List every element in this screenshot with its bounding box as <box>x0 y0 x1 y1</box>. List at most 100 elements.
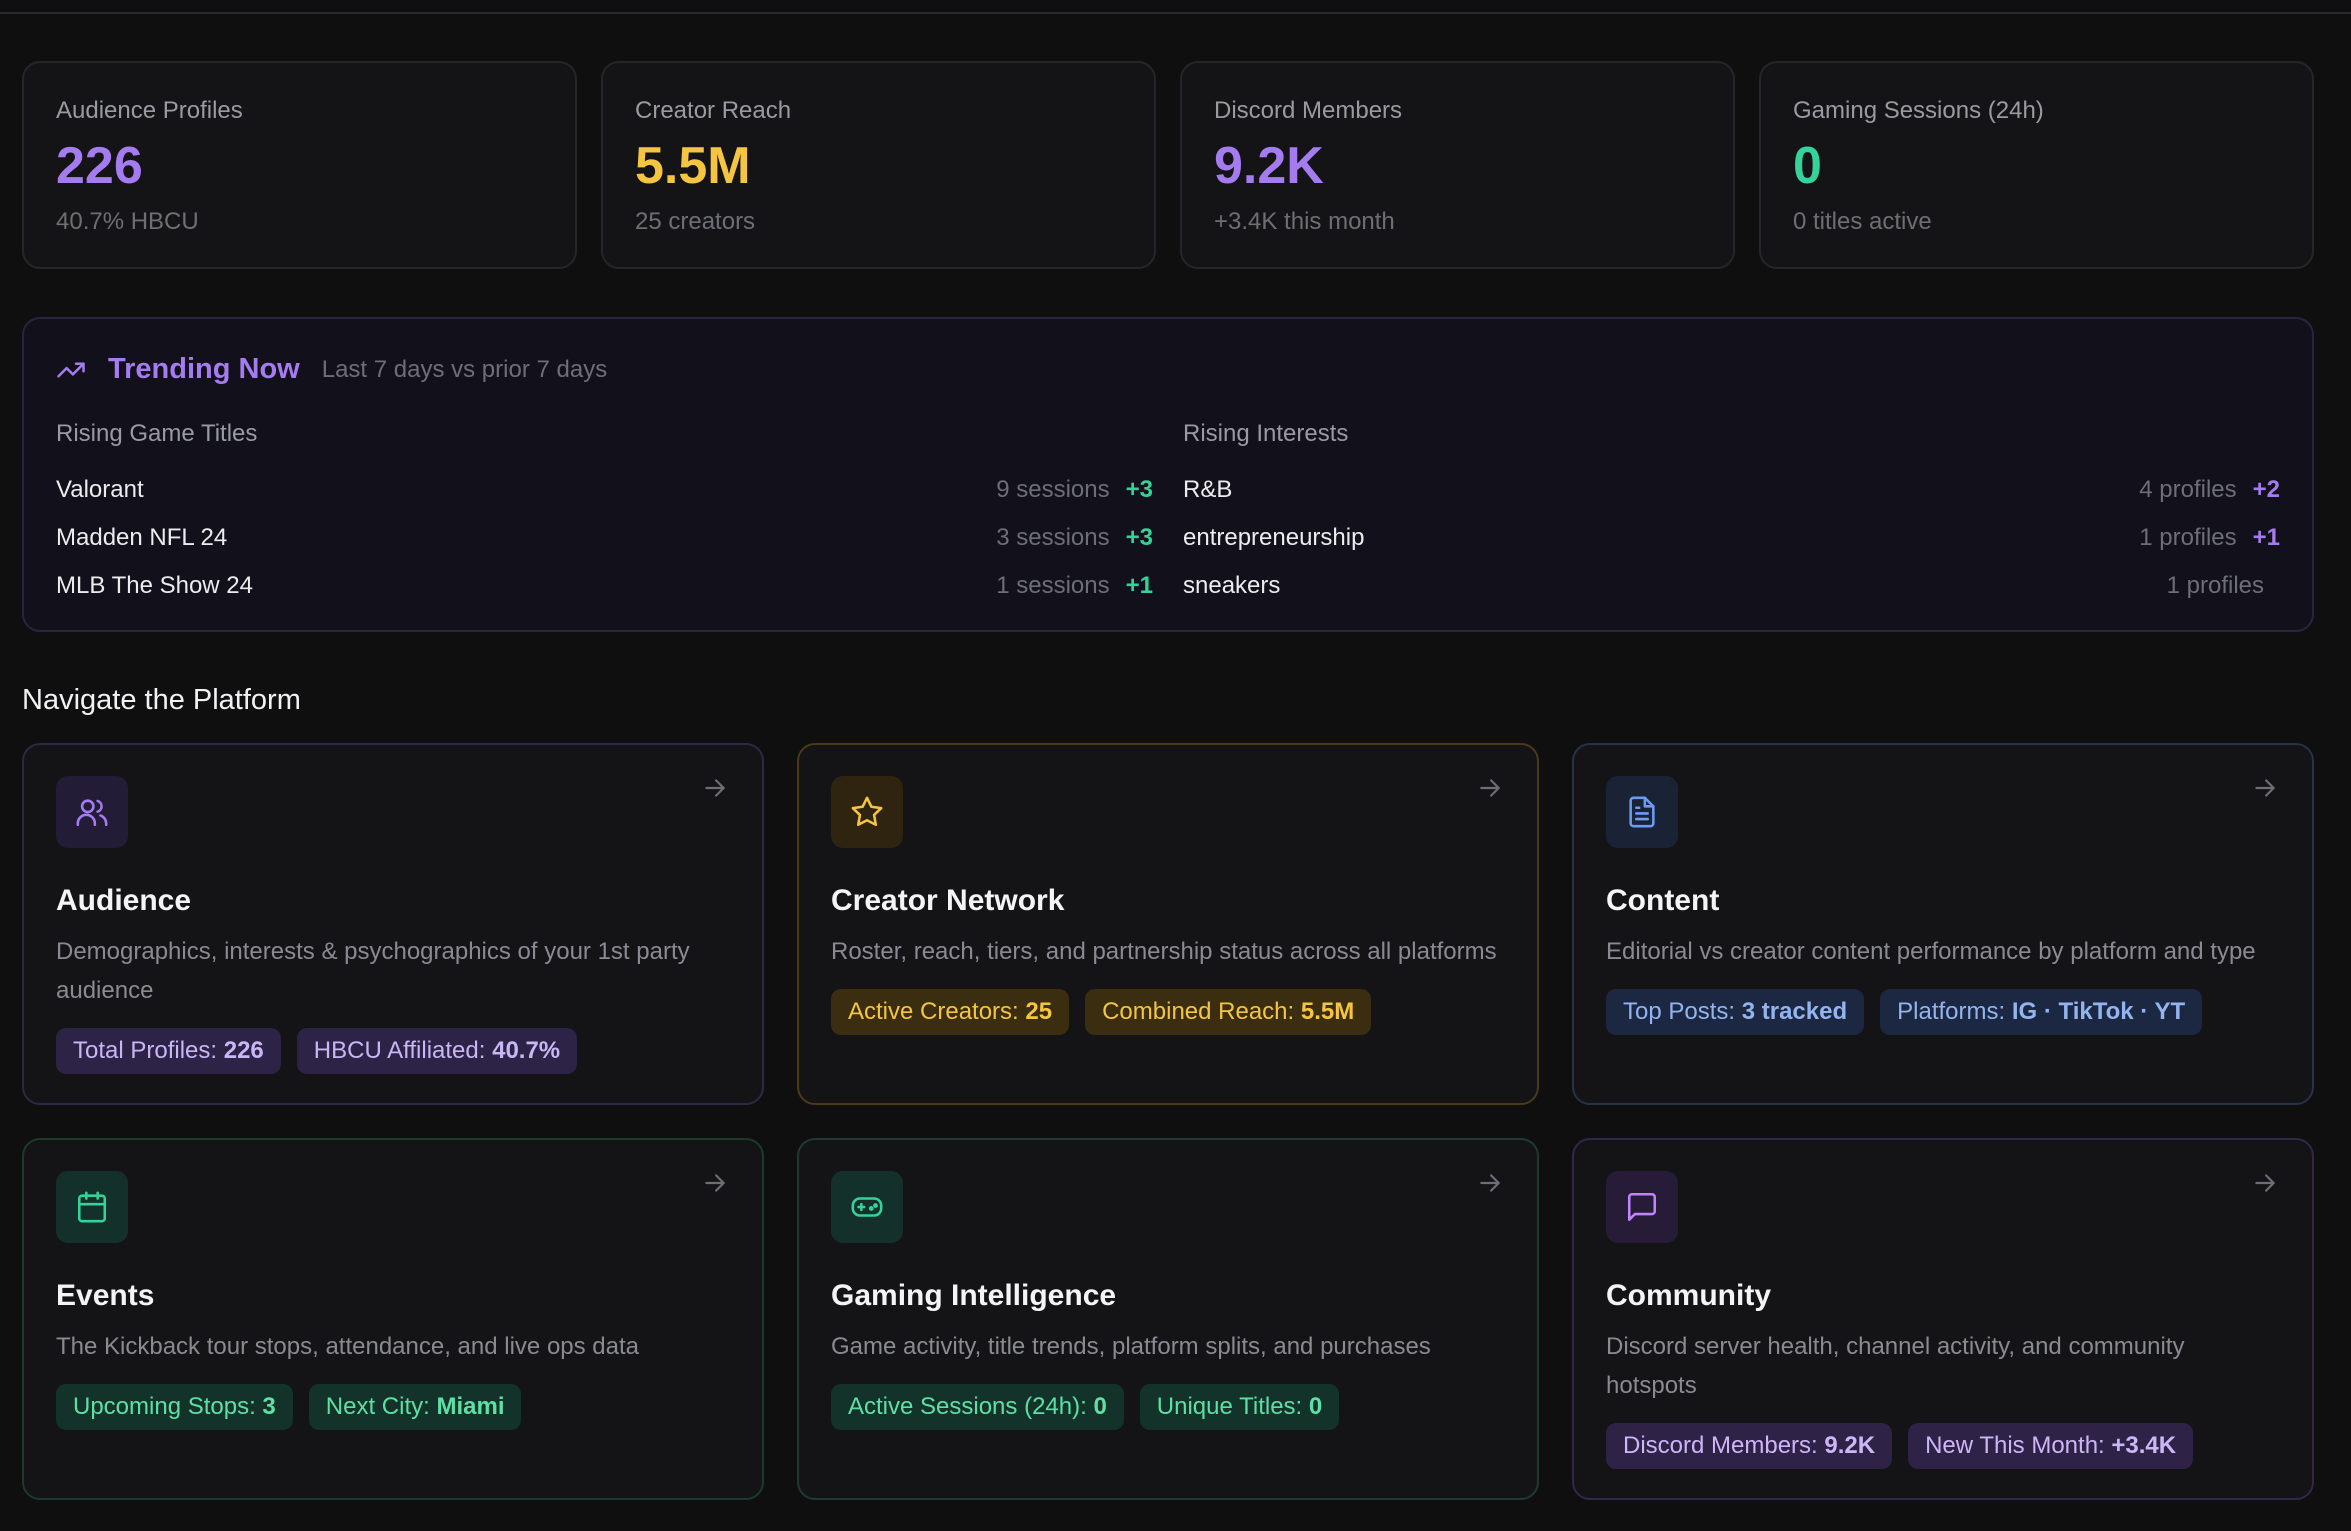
trending-period: Last 7 days vs prior 7 days <box>321 355 608 383</box>
list-item[interactable]: Madden NFL 24 3 sessions +3 <box>56 514 1153 562</box>
stat-value: 0 <box>1793 137 1822 195</box>
list-item[interactable]: R&B 4 profiles +2 <box>1183 466 2280 514</box>
trending-panel: Trending Now Last 7 days vs prior 7 days… <box>22 317 2314 632</box>
badge-active-creators: Active Creators: 25 <box>831 989 1070 1035</box>
list-item[interactable]: sneakers 1 profiles <box>1183 562 2280 610</box>
top-divider <box>0 12 2351 14</box>
card-description: Discord server health, channel activity,… <box>1606 1333 2185 1399</box>
rising-interests: Rising Interests R&B 4 profiles +2 entrep… <box>1183 420 2280 610</box>
item-name: Madden NFL 24 <box>56 524 228 551</box>
arrow-right-icon[interactable] <box>1477 775 1503 801</box>
item-name: MLB The Show 24 <box>56 572 254 599</box>
badge-label: HBCU Affiliated: <box>313 1037 493 1064</box>
item-delta: +3 <box>1125 476 1153 503</box>
chat-icon <box>1606 1171 1678 1243</box>
card-title: Creator Network <box>831 884 1065 917</box>
item-name: R&B <box>1183 476 1233 503</box>
badge-label: Active Sessions (24h): <box>848 1393 1094 1420</box>
arrow-right-icon[interactable] <box>702 775 728 801</box>
list-item[interactable]: entrepreneurship 1 profiles +1 <box>1183 514 2280 562</box>
stat-sub: 0 titles active <box>1793 207 1932 235</box>
stat-sub: +3.4K this month <box>1214 207 1395 235</box>
stat-card-gaming-sessions[interactable]: Gaming Sessions (24h) 0 0 titles active <box>1759 61 2314 269</box>
nav-card-audience[interactable]: Audience Demographics, interests & psych… <box>22 743 764 1105</box>
badge-value: IG · TikTok · YT <box>2011 998 2186 1025</box>
item-count: 3 sessions <box>996 524 1110 551</box>
arrow-right-icon[interactable] <box>702 1170 728 1196</box>
badge-value: 226 <box>223 1037 264 1064</box>
rising-game-titles: Rising Game Titles Valorant 9 sessions +3… <box>56 420 1153 610</box>
nav-card-community[interactable]: Community Discord server health, channel… <box>1572 1138 2314 1500</box>
card-description: Editorial vs creator content performance… <box>1606 938 2256 965</box>
badge-top-posts: Top Posts: 3 tracked <box>1606 989 1865 1035</box>
badge-value: 0 <box>1308 1393 1323 1420</box>
badge-label: Platforms: <box>1897 998 2012 1025</box>
gamepad-icon <box>831 1171 903 1243</box>
nav-card-content[interactable]: Content Editorial vs creator content per… <box>1572 743 2314 1105</box>
badge-label: Top Posts: <box>1623 998 1742 1025</box>
trending-header: Trending Now Last 7 days vs prior 7 days <box>56 353 2280 386</box>
badge-label: New This Month: <box>1925 1432 2112 1459</box>
nav-card-creator-network[interactable]: Creator Network Roster, reach, tiers, an… <box>797 743 1539 1105</box>
badge-value: 3 tracked <box>1741 998 1848 1025</box>
badge-next-city: Next City: Miami <box>308 1384 522 1430</box>
item-count: 1 profiles <box>2139 524 2237 551</box>
badge-unique-titles: Unique Titles: 0 <box>1139 1384 1340 1430</box>
badge-discord-members: Discord Members: 9.2K <box>1606 1423 1893 1469</box>
badge-combined-reach: Combined Reach: 5.5M <box>1085 989 1372 1035</box>
stat-label: Gaming Sessions (24h) <box>1793 97 2044 124</box>
stat-label: Discord Members <box>1214 97 1403 124</box>
column-title: Rising Interests <box>1183 420 1349 447</box>
item-delta: +2 <box>2252 476 2280 503</box>
stats-row: Audience Profiles 226 40.7% HBCU Creator… <box>22 61 2314 269</box>
arrow-right-icon[interactable] <box>2252 1170 2278 1196</box>
card-description: The Kickback tour stops, attendance, and… <box>56 1333 640 1360</box>
list-item[interactable]: Valorant 9 sessions +3 <box>56 466 1153 514</box>
stat-value: 9.2K <box>1214 137 1324 195</box>
badge-label: Total Profiles: <box>73 1037 224 1064</box>
item-name: sneakers <box>1183 572 1281 599</box>
badge-label: Upcoming Stops: <box>73 1393 263 1420</box>
item-count: 9 sessions <box>996 476 1110 503</box>
card-description: Demographics, interests & psychographics… <box>56 938 690 1004</box>
item-count: 1 sessions <box>996 572 1110 599</box>
badge-label: Combined Reach: <box>1102 998 1301 1025</box>
stat-card-audience-profiles[interactable]: Audience Profiles 226 40.7% HBCU <box>22 61 577 269</box>
badge-value: 40.7% <box>492 1037 561 1064</box>
badge-label: Unique Titles: <box>1156 1393 1309 1420</box>
nav-card-gaming-intelligence[interactable]: Gaming Intelligence Game activity, title… <box>797 1138 1539 1500</box>
trending-title: Trending Now <box>108 353 300 385</box>
stat-card-discord-members[interactable]: Discord Members 9.2K +3.4K this month <box>1180 61 1735 269</box>
trending-up-icon <box>56 355 86 385</box>
stat-sub: 25 creators <box>635 207 756 235</box>
nav-card-events[interactable]: Events The Kickback tour stops, attendan… <box>22 1138 764 1500</box>
badge-value: 3 <box>262 1393 276 1420</box>
item-count: 4 profiles <box>2139 476 2237 503</box>
item-delta: +3 <box>1125 524 1153 551</box>
item-count: 1 profiles <box>2166 572 2264 599</box>
card-title: Content <box>1606 884 1720 917</box>
stat-value: 226 <box>56 137 143 195</box>
badge-value: Miami <box>436 1393 505 1420</box>
card-description: Roster, reach, tiers, and partnership st… <box>831 938 1497 965</box>
item-name: Valorant <box>56 476 144 503</box>
column-title: Rising Game Titles <box>56 420 258 447</box>
badge-active-sessions: Active Sessions (24h): 0 <box>831 1384 1124 1430</box>
card-title: Audience <box>56 884 192 917</box>
dashboard-page: Audience Profiles 226 40.7% HBCU Creator… <box>22 61 2314 1500</box>
list-item[interactable]: MLB The Show 24 1 sessions +1 <box>56 562 1153 610</box>
item-delta: +1 <box>2252 524 2280 551</box>
badge-value: 25 <box>1025 998 1053 1025</box>
badge-platforms: Platforms: IG · TikTok · YT <box>1880 989 2203 1035</box>
badge-label: Active Creators: <box>848 998 1026 1025</box>
badge-label: Discord Members: <box>1623 1432 1825 1459</box>
arrow-right-icon[interactable] <box>1477 1170 1503 1196</box>
stat-label: Creator Reach <box>635 97 792 124</box>
section-title: Navigate the Platform <box>22 684 301 716</box>
card-description: Game activity, title trends, platform sp… <box>831 1333 1431 1360</box>
badge-value: 9.2K <box>1824 1432 1876 1459</box>
stat-label: Audience Profiles <box>56 97 243 124</box>
arrow-right-icon[interactable] <box>2252 775 2278 801</box>
stat-sub: 40.7% HBCU <box>56 207 199 235</box>
stat-card-creator-reach[interactable]: Creator Reach 5.5M 25 creators <box>601 61 1156 269</box>
